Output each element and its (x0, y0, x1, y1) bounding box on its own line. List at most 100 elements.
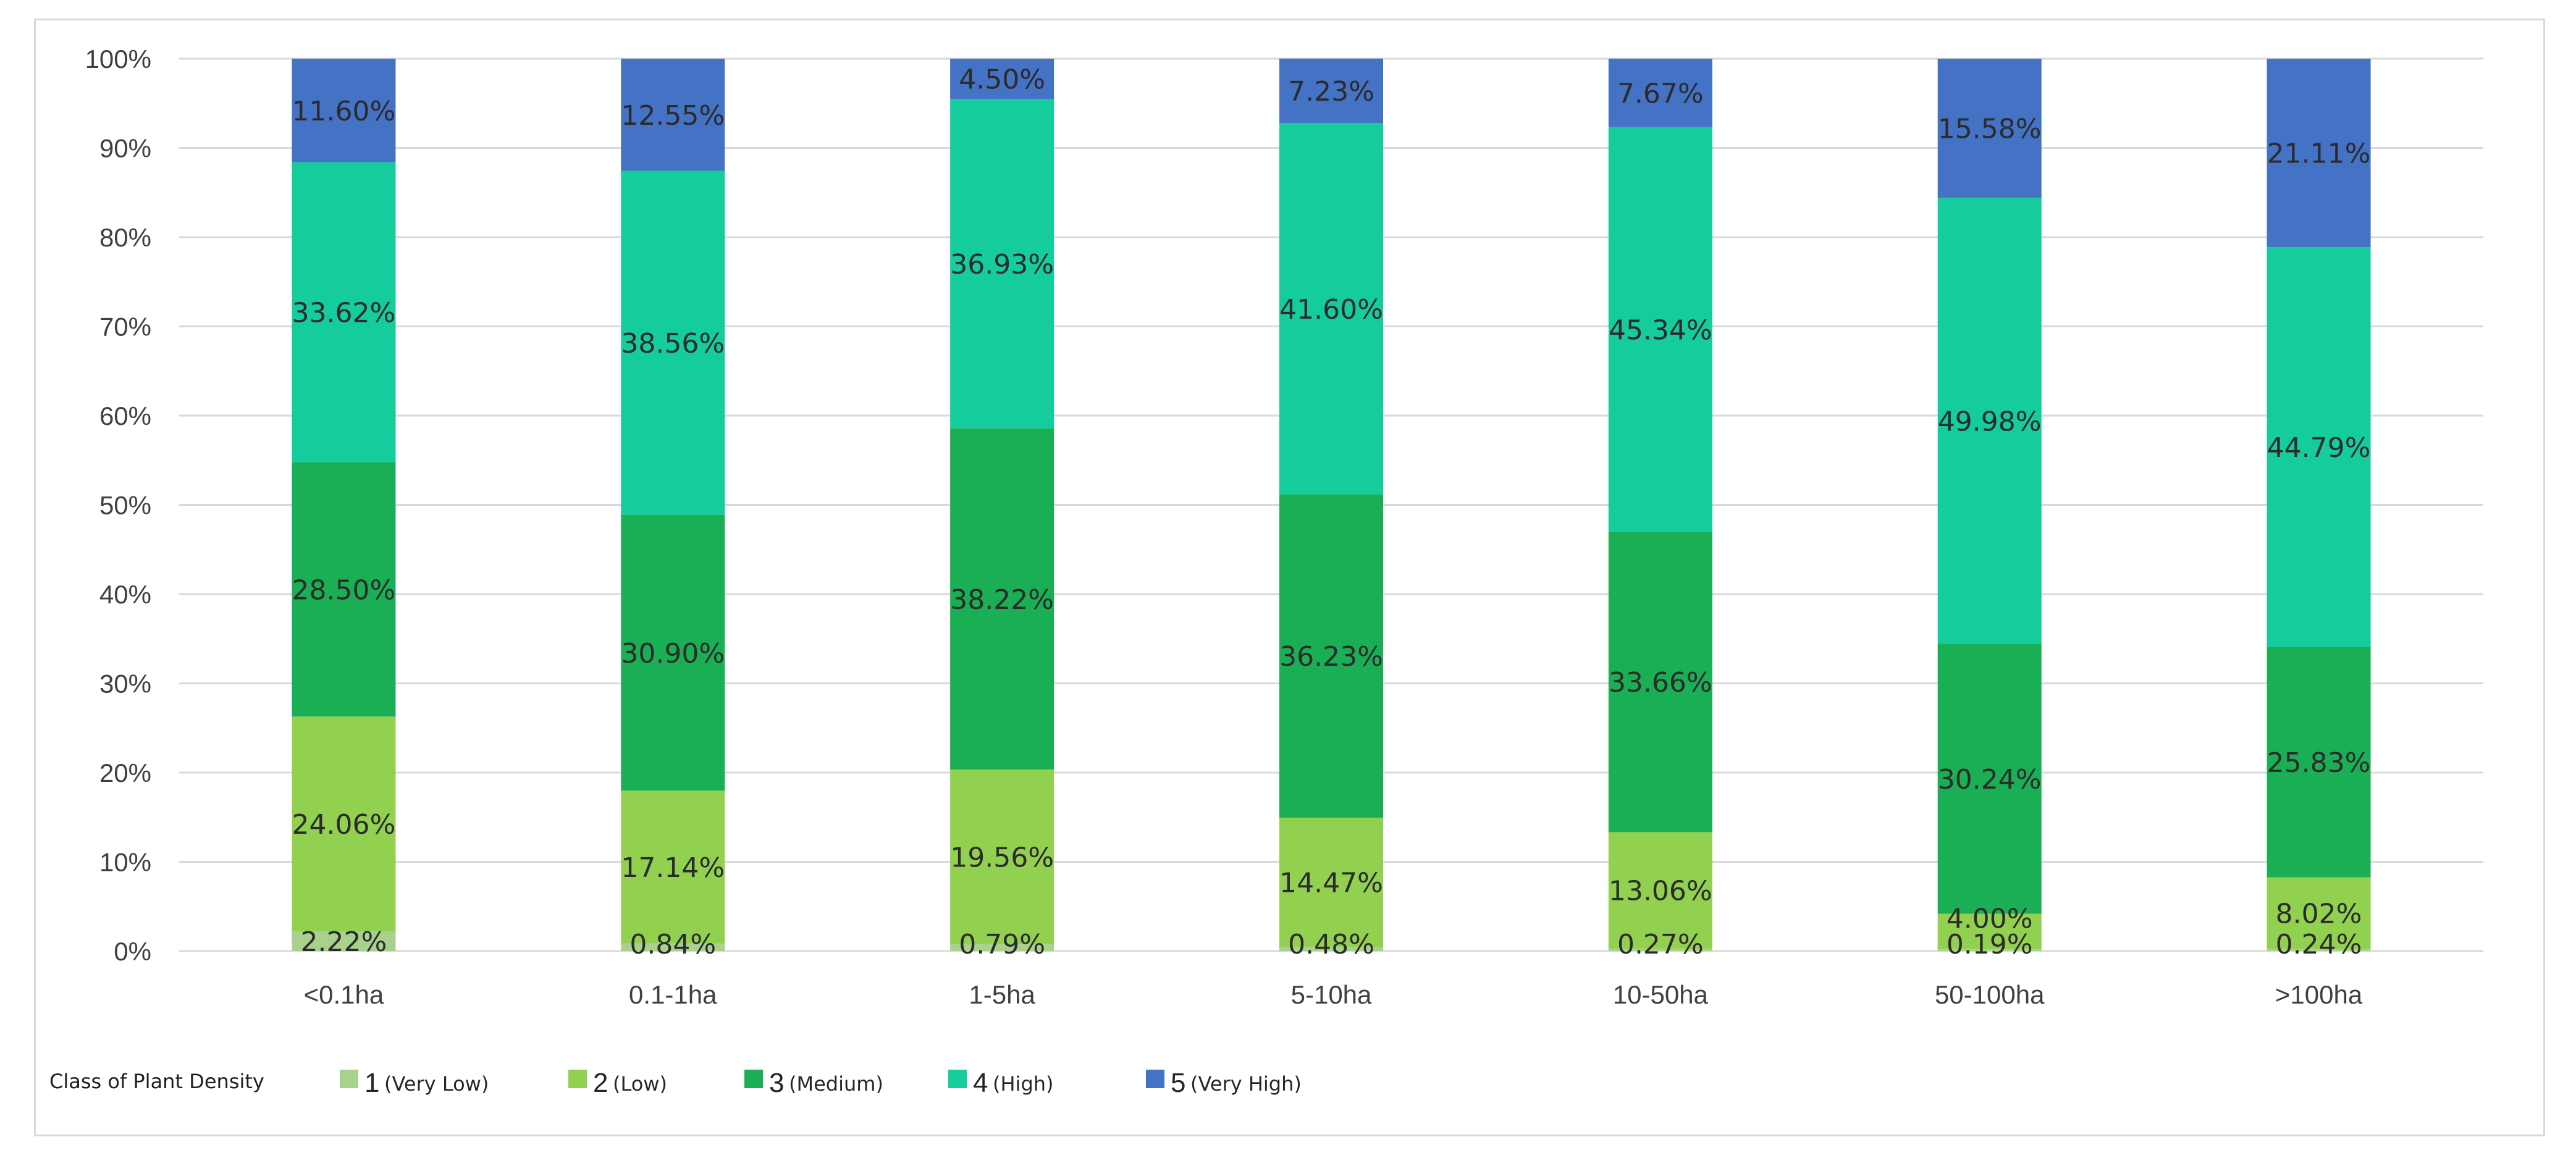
legend-swatch-4 (948, 1070, 967, 1088)
x-tick-label: 0.1-1ha (629, 980, 717, 1009)
data-label: 12.55% (621, 100, 725, 132)
bar-segment-2 (2267, 877, 2371, 949)
bar-segment-3 (1937, 644, 2042, 914)
data-label: 0.19% (1947, 929, 2033, 960)
bar-segment-5 (292, 59, 396, 162)
data-label: 30.90% (621, 638, 725, 669)
bar-segment-1 (1608, 949, 1712, 951)
bar-segment-1 (2267, 949, 2371, 951)
y-tick-label: 50% (99, 491, 151, 520)
data-label: 25.83% (2267, 747, 2371, 779)
bar-segment-3 (1279, 494, 1383, 818)
x-tick-label: 5-10ha (1291, 980, 1372, 1009)
data-label: 17.14% (621, 852, 725, 884)
x-tick-label: 50-100ha (1935, 980, 2045, 1009)
bar-segment-4 (2267, 247, 2371, 647)
bar-segment-5 (1937, 59, 2042, 198)
data-label: 0.24% (2276, 929, 2362, 960)
y-tick-label: 100% (85, 44, 151, 73)
y-tick-label: 20% (99, 758, 151, 787)
data-label: 36.23% (1279, 641, 1383, 673)
legend-label-desc: (High) (993, 1072, 1054, 1096)
legend-label-number: 5 (1171, 1068, 1185, 1098)
bar-segment-5 (1608, 59, 1712, 127)
y-tick-label: 40% (99, 580, 151, 609)
data-label: 41.60% (1279, 294, 1383, 325)
bar-segment-2 (1279, 817, 1383, 947)
bar-segment-3 (2267, 647, 2371, 878)
data-label: 7.23% (1288, 76, 1374, 107)
data-label: 4.50% (959, 64, 1045, 96)
data-label: 0.84% (629, 929, 716, 960)
data-label: 0.27% (1617, 929, 1704, 960)
legend-swatch-5 (1146, 1070, 1164, 1088)
y-tick-label: 60% (99, 401, 151, 430)
bar-segment-2 (1937, 913, 2042, 950)
data-label: 8.02% (2276, 899, 2362, 930)
data-label: 15.58% (1938, 114, 2042, 145)
data-label: 0.48% (1288, 929, 1374, 960)
data-label: 7.67% (1617, 78, 1704, 109)
data-label: 11.60% (292, 96, 396, 127)
data-label: 33.66% (1609, 667, 1712, 698)
y-tick-label: 80% (99, 223, 151, 252)
data-label: 33.62% (292, 298, 396, 329)
legend-label-desc: (Very High) (1190, 1072, 1302, 1096)
y-tick-label: 10% (99, 848, 151, 877)
data-label: 13.06% (1609, 876, 1712, 907)
bar-segment-4 (1608, 127, 1712, 532)
bar-segment-1 (292, 931, 396, 951)
y-tick-label: 70% (99, 312, 151, 342)
bar-segment-3 (1608, 531, 1712, 833)
data-label: 44.79% (2267, 432, 2371, 464)
y-tick-label: 90% (99, 134, 151, 163)
x-tick-label: <0.1ha (304, 980, 384, 1009)
bar-segment-1 (950, 944, 1054, 951)
bar-segment-3 (292, 462, 396, 717)
bar-segment-5 (621, 59, 725, 171)
bar-segment-3 (621, 514, 725, 791)
bar-segment-2 (950, 769, 1054, 944)
data-label: 28.50% (292, 574, 396, 606)
legend-swatch-1 (340, 1070, 358, 1088)
bar-segment-4 (1279, 123, 1383, 495)
legend-swatch-3 (744, 1070, 763, 1088)
data-label: 49.98% (1938, 406, 2042, 437)
x-tick-label: 1-5ha (969, 980, 1035, 1009)
legend-label-number: 3 (769, 1068, 784, 1098)
bar-segment-5 (2267, 59, 2371, 248)
bar-segment-4 (1937, 198, 2042, 644)
data-label: 45.34% (1609, 314, 1712, 346)
data-label: 21.11% (2267, 138, 2371, 170)
legend-label-desc: (Very Low) (384, 1072, 489, 1096)
bar-segment-4 (621, 170, 725, 515)
legend-swatch-2 (568, 1070, 587, 1088)
x-tick-label: >100ha (2275, 980, 2363, 1009)
legend-label-desc: (Medium) (789, 1072, 883, 1096)
legend-label-number: 2 (593, 1068, 608, 1098)
legend-title: Class of Plant Density (49, 1070, 264, 1093)
bar-segment-1 (621, 943, 725, 951)
legend-label-desc: (Low) (613, 1072, 667, 1096)
data-label: 38.56% (621, 328, 725, 359)
bar-segment-2 (1608, 832, 1712, 949)
bar-segment-4 (950, 99, 1054, 429)
data-label: 19.56% (950, 842, 1054, 873)
y-tick-label: 30% (99, 669, 151, 698)
data-label: 4.00% (1947, 903, 2033, 934)
data-label: 38.22% (950, 584, 1054, 616)
data-label: 30.24% (1938, 764, 2042, 795)
bar-segment-3 (950, 428, 1054, 770)
bar-segment-1 (1937, 949, 2042, 951)
data-label: 2.22% (301, 926, 387, 958)
bar-segment-5 (950, 59, 1054, 99)
x-tick-label: 10-50ha (1613, 980, 1709, 1009)
bar-segment-2 (292, 716, 396, 931)
legend-label-number: 1 (364, 1068, 379, 1098)
data-label: 24.06% (292, 809, 396, 841)
legend-label-number: 4 (973, 1068, 988, 1098)
data-label: 0.79% (959, 929, 1045, 960)
bar-segment-4 (292, 162, 396, 463)
bar-segment-1 (1279, 947, 1383, 951)
